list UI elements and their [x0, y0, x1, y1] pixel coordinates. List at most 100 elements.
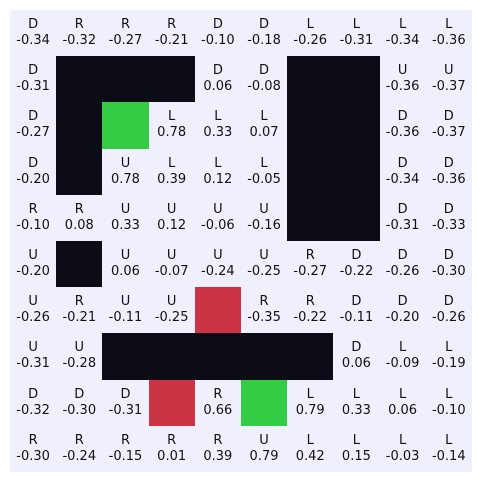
- grid-cell: D -0.33: [426, 195, 472, 241]
- state-value-label: -0.31: [339, 33, 374, 49]
- grid-cell: U -0.36: [380, 56, 426, 102]
- wall-cell: [102, 333, 149, 380]
- policy-action-label: L: [260, 155, 268, 171]
- grid-cell: U -0.07: [149, 241, 195, 287]
- grid-cell: L -0.31: [333, 10, 379, 56]
- policy-action-label: U: [213, 201, 223, 217]
- policy-action-label: L: [445, 340, 453, 356]
- grid-cell: U -0.28: [56, 333, 102, 379]
- policy-action-label: U: [213, 248, 223, 264]
- grid-cell: D -0.30: [56, 380, 102, 426]
- grid-cell: D 0.06: [333, 333, 379, 379]
- state-value-label: -0.06: [201, 217, 235, 233]
- grid-cell: D -0.34: [380, 149, 426, 195]
- hazard-cell: [148, 379, 195, 426]
- wall-cell: [240, 333, 288, 380]
- state-value-label: -0.14: [431, 448, 466, 464]
- state-value-label: 0.39: [203, 448, 233, 464]
- state-value-label: 0.78: [110, 171, 140, 187]
- wall-cell: [148, 56, 195, 103]
- state-value-label: -0.32: [16, 402, 50, 418]
- grid-cell: L -0.14: [426, 426, 472, 472]
- policy-action-label: L: [398, 432, 407, 448]
- grid-cell: R -0.10: [10, 195, 56, 241]
- grid-cell: R -0.15: [102, 426, 148, 472]
- policy-action-label: U: [120, 294, 131, 310]
- policy-action-label: L: [168, 109, 176, 125]
- grid-cell: R -0.22: [287, 287, 333, 333]
- wall-cell: [287, 56, 334, 103]
- wall-cell: [56, 56, 103, 103]
- goal-cell: [240, 379, 288, 426]
- policy-action-label: U: [120, 248, 131, 264]
- policy-action-label: R: [259, 294, 269, 310]
- state-value-label: -0.19: [431, 356, 466, 372]
- state-value-label: 0.01: [157, 448, 187, 464]
- policy-action-label: L: [214, 109, 222, 125]
- policy-action-label: L: [260, 109, 268, 125]
- state-value-label: -0.34: [385, 33, 420, 49]
- grid-cell: U -0.26: [10, 287, 56, 333]
- policy-action-label: D: [443, 109, 454, 125]
- policy-action-label: U: [28, 248, 38, 264]
- policy-action-label: L: [398, 340, 407, 356]
- state-value-label: 0.15: [341, 448, 371, 464]
- policy-action-label: D: [443, 294, 454, 310]
- policy-action-label: D: [397, 109, 408, 125]
- state-value-label: 0.66: [203, 402, 233, 418]
- policy-action-label: U: [120, 155, 131, 171]
- policy-action-label: U: [28, 294, 38, 310]
- policy-action-label: L: [398, 17, 407, 33]
- state-value-label: -0.26: [293, 33, 328, 49]
- state-value-label: -0.37: [431, 125, 466, 141]
- grid-cell: L 0.78: [149, 102, 195, 148]
- wall-cell: [148, 333, 195, 380]
- state-value-label: -0.21: [62, 310, 97, 326]
- state-value-label: -0.28: [62, 356, 97, 372]
- state-value-label: -0.33: [431, 217, 466, 233]
- grid-cell: R -0.24: [56, 426, 102, 472]
- state-value-label: -0.26: [385, 264, 420, 280]
- state-value-label: 0.08: [64, 217, 94, 233]
- policy-action-label: D: [397, 201, 408, 217]
- policy-action-label: D: [28, 17, 39, 33]
- grid-cell: D -0.20: [10, 149, 56, 195]
- grid-cell: D -0.31: [102, 380, 148, 426]
- state-value-label: -0.36: [385, 79, 420, 95]
- grid-cell: R -0.21: [149, 10, 195, 56]
- state-value-label: -0.24: [62, 448, 97, 464]
- state-value-label: -0.27: [16, 125, 50, 141]
- state-value-label: -0.26: [16, 310, 50, 326]
- state-value-label: -0.35: [247, 310, 281, 326]
- wall-cell: [56, 240, 103, 288]
- policy-action-label: D: [28, 386, 39, 402]
- policy-action-label: R: [213, 386, 223, 402]
- state-value-label: -0.30: [62, 402, 97, 418]
- grid-cell: U -0.11: [102, 287, 148, 333]
- policy-action-label: R: [74, 17, 84, 33]
- wall-cell: [287, 333, 334, 380]
- policy-action-label: R: [74, 432, 84, 448]
- state-value-label: -0.07: [154, 264, 189, 280]
- wall-cell: [333, 102, 380, 149]
- policy-action-label: U: [444, 63, 454, 79]
- grid-cell: U 0.12: [149, 195, 195, 241]
- policy-action-label: D: [212, 17, 223, 33]
- policy-action-label: R: [74, 201, 84, 217]
- policy-action-label: U: [259, 432, 269, 448]
- state-value-label: 0.12: [203, 171, 233, 187]
- state-value-label: -0.09: [385, 356, 420, 372]
- grid-cell: D -0.31: [380, 195, 426, 241]
- state-value-label: 0.33: [110, 217, 140, 233]
- state-value-label: -0.11: [339, 310, 374, 326]
- state-value-label: -0.32: [62, 33, 97, 49]
- grid-cell: D -0.30: [426, 241, 472, 287]
- grid-cell: L 0.33: [195, 102, 241, 148]
- policy-action-label: U: [28, 340, 38, 356]
- state-value-label: -0.10: [201, 33, 235, 49]
- gridworld-board: D -0.34 R -0.32 R -0.27 R -0.21 D -0.10 D -0.18 L -0.…: [10, 10, 472, 472]
- policy-action-label: D: [74, 386, 85, 402]
- policy-action-label: D: [351, 248, 362, 264]
- state-value-label: -0.31: [16, 356, 50, 372]
- grid-cell: L 0.12: [195, 149, 241, 195]
